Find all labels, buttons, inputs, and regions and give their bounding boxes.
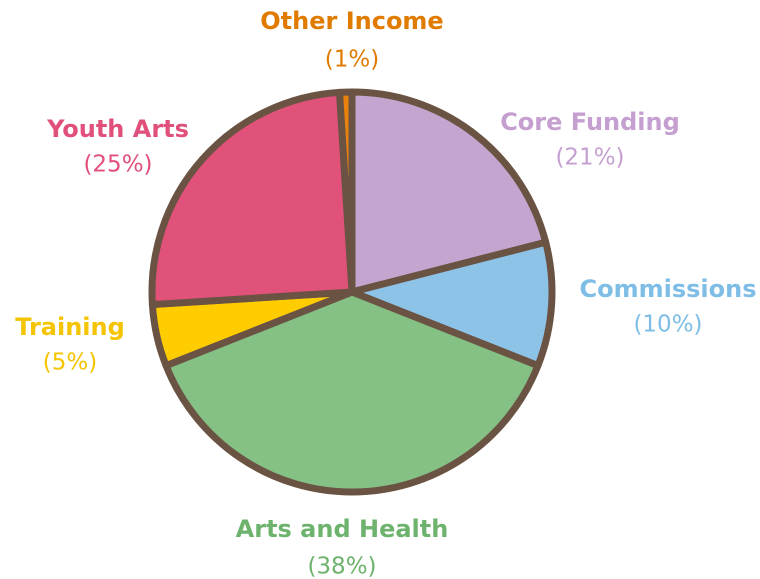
slice-value-label: (25%) — [83, 152, 152, 178]
slice-value-label: (10%) — [633, 312, 702, 338]
slice-value-label: (21%) — [555, 145, 624, 171]
pie-slice — [348, 238, 556, 370]
pie-slice — [148, 88, 356, 309]
slice-value-label: (5%) — [43, 350, 97, 376]
slice-value-label: (38%) — [307, 554, 376, 579]
slice-label: Training — [15, 313, 125, 341]
pie-slice — [348, 88, 550, 296]
pie-slice — [162, 288, 542, 496]
slice-value-label: (1%) — [325, 47, 379, 73]
slice-label: Core Funding — [500, 108, 680, 136]
slice-label: Youth Arts — [46, 115, 189, 143]
slice-label: Commissions — [580, 275, 757, 303]
slice-label: Arts and Health — [236, 515, 449, 543]
slice-label: Other Income — [260, 7, 443, 35]
